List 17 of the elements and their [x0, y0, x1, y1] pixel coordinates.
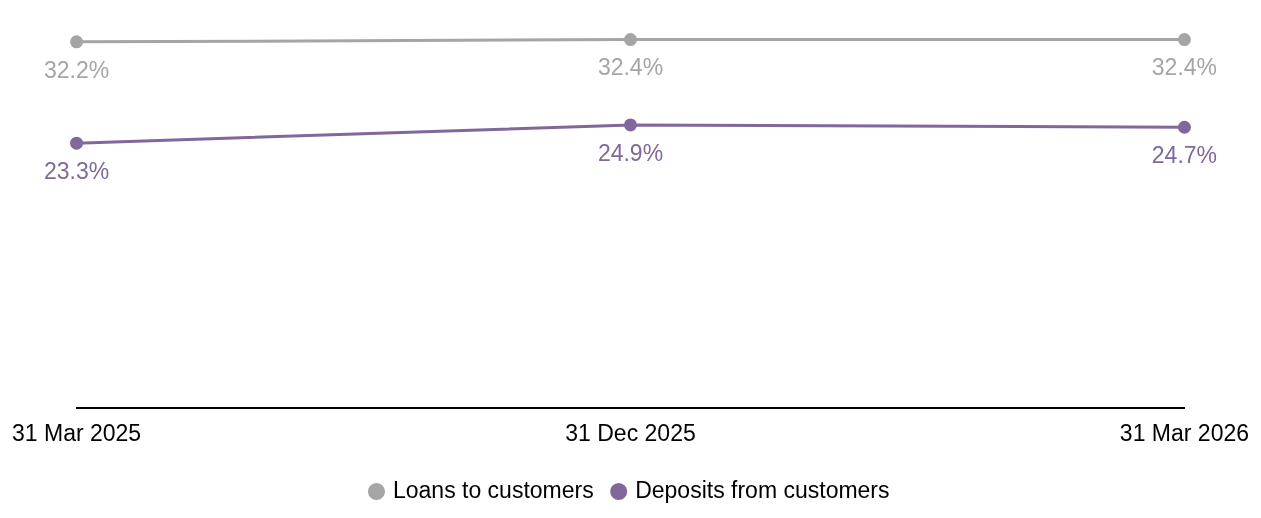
point: [624, 33, 637, 47]
x-tick-label: 31 Mar 2026: [1119, 419, 1249, 446]
data-label: 32.4%: [597, 54, 664, 81]
data-label: 32.4%: [1151, 54, 1218, 81]
point: [1177, 33, 1191, 47]
data-label: 23.3%: [43, 158, 110, 185]
point: [70, 136, 84, 150]
point: [70, 35, 84, 49]
data-label: 32.2%: [43, 56, 110, 83]
x-tick-label: 31 Mar 2025: [12, 419, 142, 446]
legend-label: Deposits from customers: [635, 476, 890, 503]
point: [624, 118, 637, 132]
data-label: 24.7%: [1151, 142, 1218, 169]
legend-label: Loans to customers: [392, 476, 594, 503]
x-tick-label: 31 Dec 2025: [565, 419, 696, 446]
data-label: 24.9%: [597, 139, 664, 166]
point: [1177, 120, 1191, 134]
